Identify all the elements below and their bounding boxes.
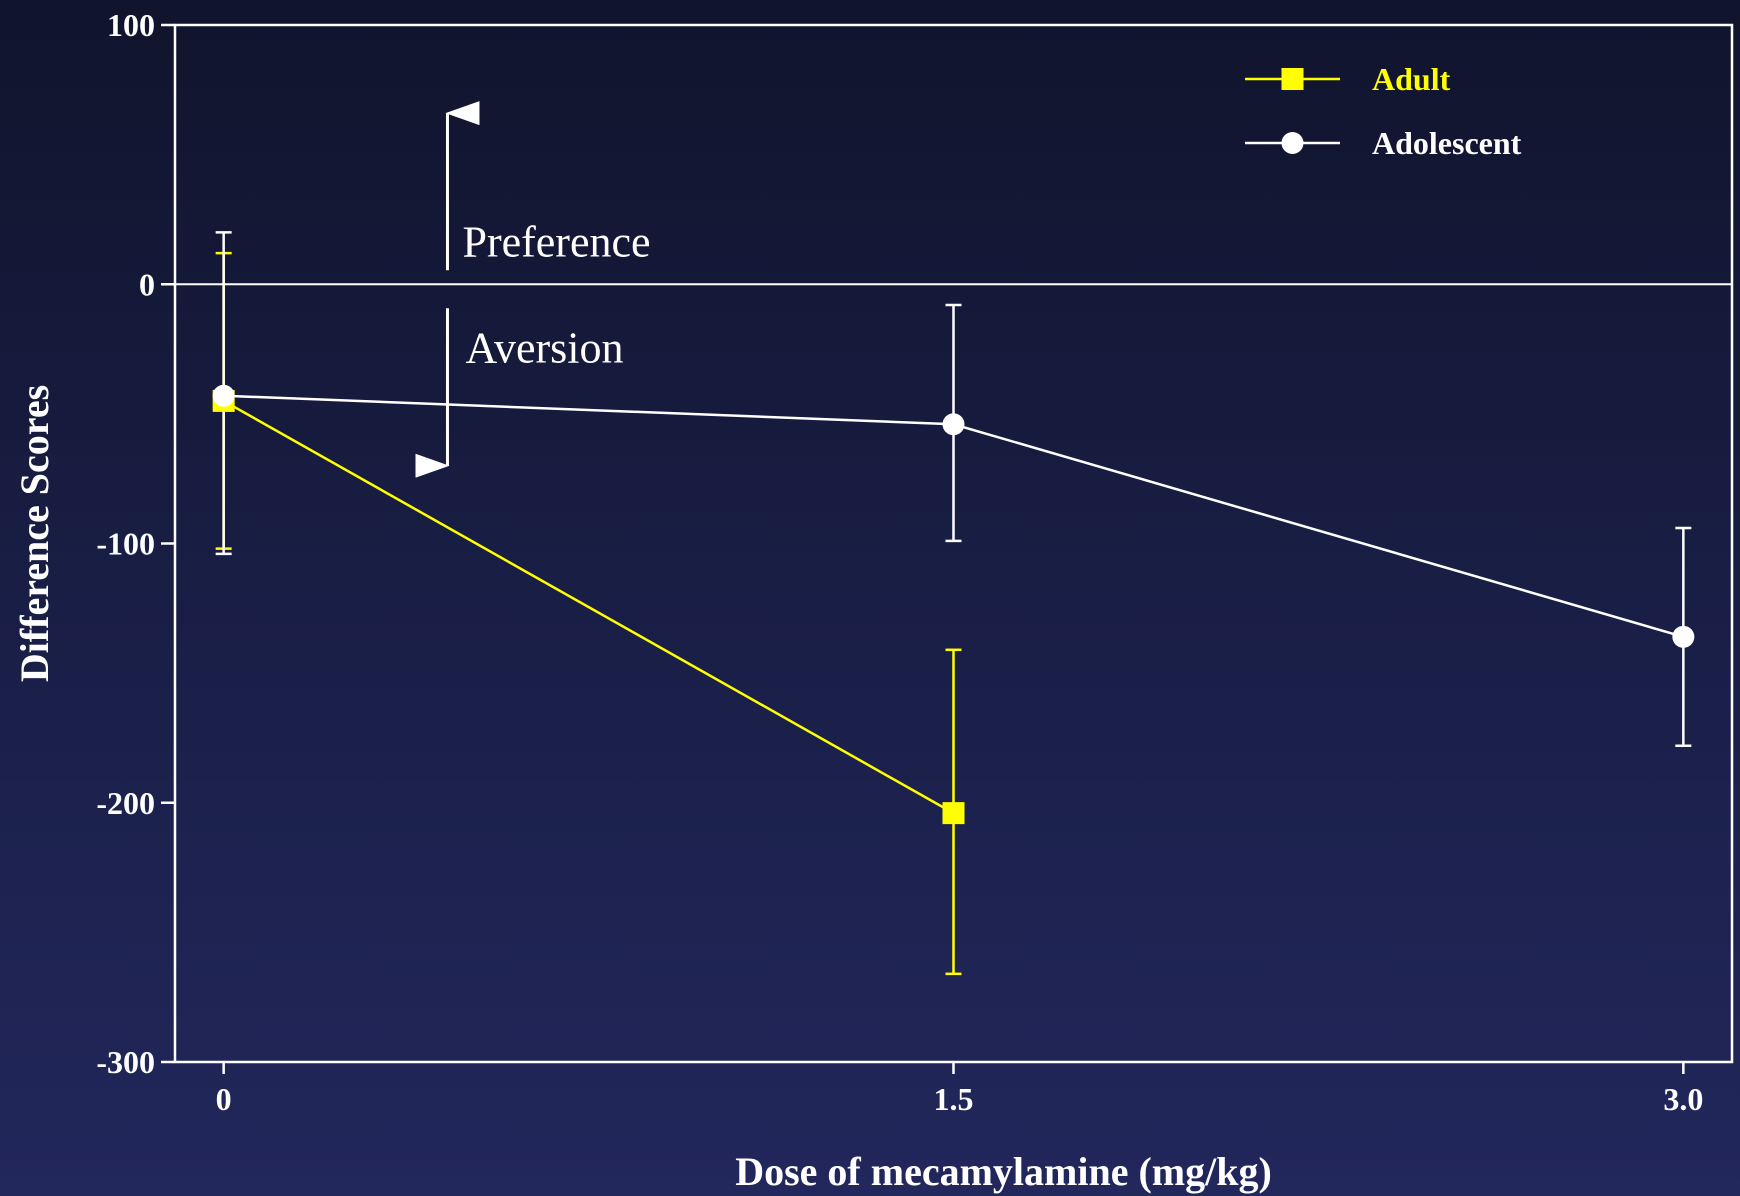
legend-label-adolescent: Adolescent [1372, 125, 1522, 161]
data-point [942, 802, 965, 825]
y-tick-label: 0 [139, 266, 155, 302]
legend: Adult Adolescent [1245, 61, 1522, 161]
data-point [212, 384, 235, 407]
legend-marker-adult [1281, 68, 1304, 90]
x-tick-label: 1.5 [934, 1081, 974, 1117]
y-tick-label: 100 [107, 7, 155, 43]
x-tick-label: 0 [216, 1081, 232, 1117]
aversion-label: Aversion [465, 323, 623, 372]
y-tick-label: -200 [96, 785, 155, 821]
y-axis: 100 0 -100 -200 -300 [96, 7, 175, 1080]
data-point [1672, 625, 1695, 648]
x-tick-label: 3.0 [1663, 1081, 1703, 1117]
legend-label-adult: Adult [1372, 61, 1451, 97]
preference-label: Preference [462, 217, 650, 266]
series-line-adult [223, 399, 955, 815]
y-tick-label: -300 [96, 1044, 155, 1080]
x-axis: 0 1.5 3.0 [216, 1062, 1703, 1117]
legend-marker-adolescent [1281, 132, 1304, 154]
markers-adolescent [212, 384, 1695, 648]
y-tick-label: -100 [96, 526, 155, 562]
x-axis-title: Dose of mecamylamine (mg/kg) [735, 1149, 1272, 1194]
data-point [942, 413, 965, 436]
series-layer [212, 231, 1695, 976]
y-axis-title: Difference Scores [12, 385, 57, 682]
annotations: Preference Aversion [415, 101, 651, 478]
